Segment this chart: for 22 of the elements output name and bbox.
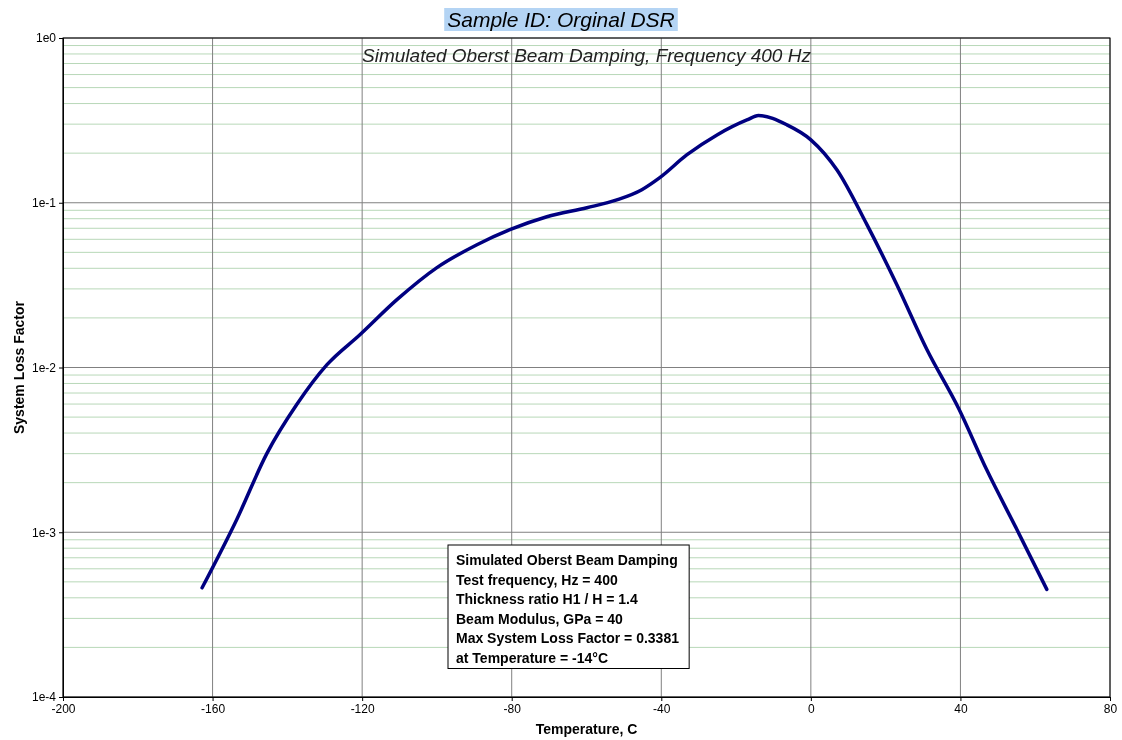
y-tick-label: 1e-2 — [31, 360, 57, 375]
x-axis-title: Temperature, C — [535, 721, 638, 737]
annotation: Test frequency, Hz = 400 — [456, 571, 618, 588]
chart-title: Sample ID: Orginal DSR — [447, 8, 675, 31]
chart-subtitle: Simulated Oberst Beam Damping, Frequency 400 Hz — [362, 45, 812, 66]
annotation: Beam Modulus, GPa = 40 — [456, 610, 624, 627]
annotation: Max System Loss Factor = 0.3381 — [456, 630, 680, 646]
x-tick-label: -160 — [201, 701, 226, 716]
annotation: Thickness ratio H1 / H = 1.4 — [456, 591, 638, 607]
annotation: Simulated Oberst Beam Damping — [456, 552, 678, 568]
annotation: at Temperature = -14°C — [456, 649, 609, 666]
x-tick-label: -80 — [503, 701, 522, 716]
y-tick-label: 1e0 — [35, 31, 57, 46]
x-tick-label: 80 — [1103, 701, 1118, 716]
line-series — [200, 113, 1049, 592]
x-tick-label: 40 — [954, 701, 968, 716]
y-tick-label: 1e-1 — [31, 196, 57, 211]
x-tick-label: -120 — [350, 701, 375, 716]
y-axis-title: System Loss Factor — [11, 300, 27, 435]
y-tick-label: 1e-3 — [31, 525, 57, 540]
x-tick-label: 0 — [808, 701, 816, 716]
x-tick-label: -40 — [653, 701, 671, 716]
